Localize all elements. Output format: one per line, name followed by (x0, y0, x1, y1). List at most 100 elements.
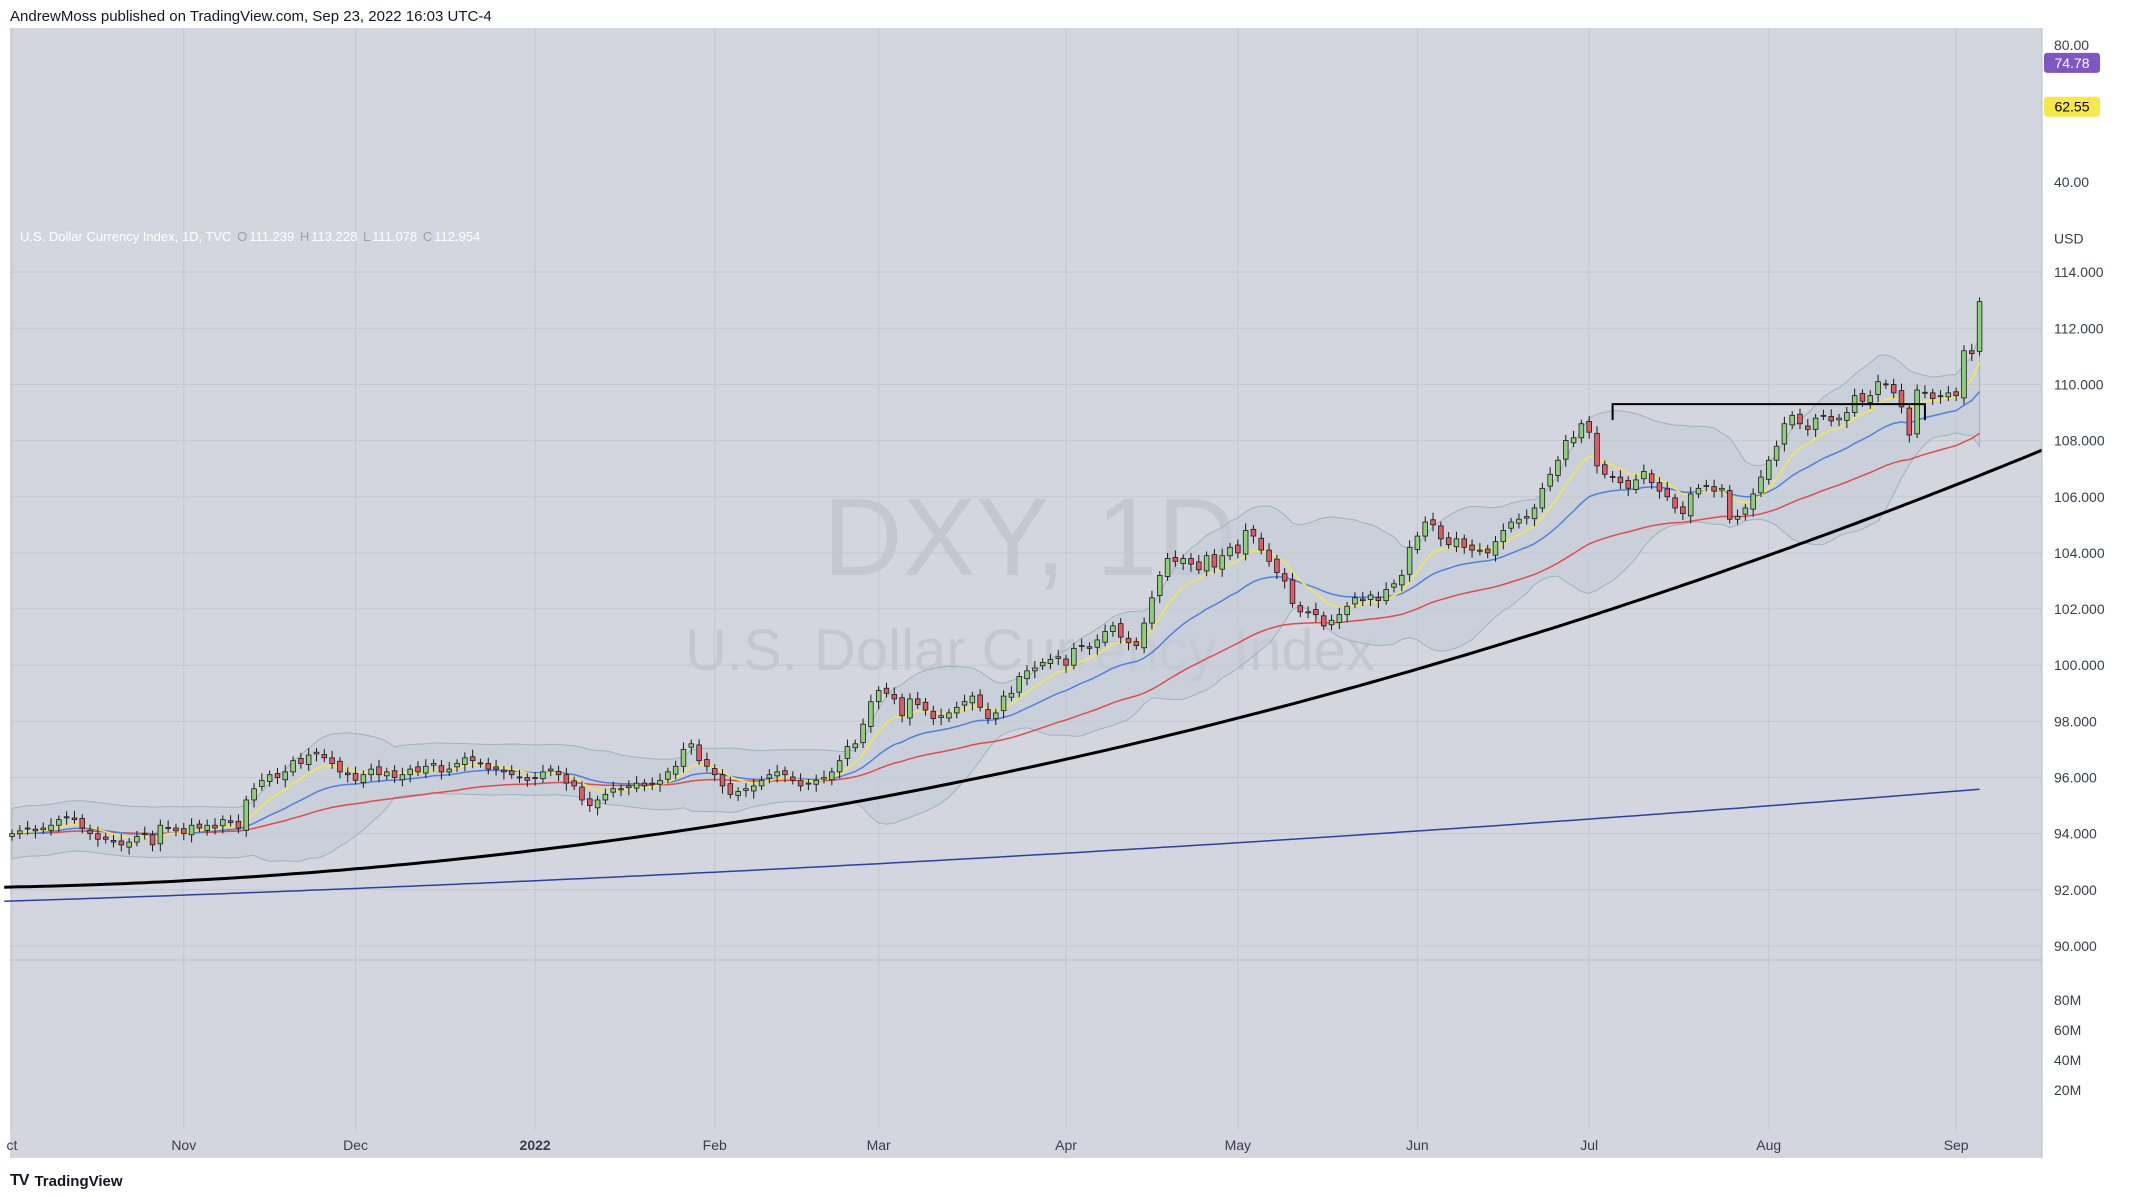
candle (1055, 656, 1061, 659)
candle (1328, 619, 1335, 626)
time-tick-label: Sep (1944, 1137, 1969, 1153)
legend-open-label: O (237, 229, 248, 244)
candle (1196, 561, 1202, 571)
candle (1664, 488, 1671, 498)
candle (1391, 583, 1397, 588)
candle (1414, 535, 1421, 550)
time-tick-label: Feb (703, 1137, 727, 1153)
candle (1352, 597, 1358, 605)
candle (1937, 395, 1944, 398)
candle (1719, 487, 1725, 491)
candle (79, 818, 86, 829)
time-tick-label: May (1225, 1137, 1251, 1153)
candle (430, 763, 437, 766)
rsi-tick-label: 40.00 (2054, 174, 2089, 190)
candle (540, 771, 546, 780)
candle (1539, 487, 1546, 509)
legend-close: 112.954 (434, 229, 481, 244)
candle (1531, 507, 1538, 520)
tradingview-brand[interactable]: TV TradingView (10, 1172, 123, 1190)
ema-50-line (11, 432, 1981, 835)
candle (766, 774, 773, 779)
candle (1438, 525, 1444, 540)
axes: 114.000 112.000 110.000 108.000 106.000 104.0… (7, 28, 2131, 1158)
candle (930, 710, 937, 719)
time-tick-label: Nov (171, 1137, 196, 1153)
candle (1609, 476, 1616, 478)
candle (1672, 497, 1678, 509)
candle (524, 777, 531, 781)
candle (602, 793, 609, 801)
candle (40, 827, 46, 831)
publisher-caption: AndrewMoss published on TradingView.com,… (10, 8, 492, 25)
time-tick-label: 2022 (520, 1137, 551, 1153)
candle (1578, 423, 1585, 439)
time-tick-label: Jun (1406, 1137, 1429, 1153)
candle (1477, 549, 1483, 552)
candle (657, 779, 663, 785)
candle (251, 788, 257, 801)
candle (87, 829, 93, 835)
candle (1383, 589, 1389, 602)
symbol-legend[interactable]: U.S. Dollar Currency Index, 1D, TVC O 111… (20, 229, 482, 244)
candle (532, 777, 538, 779)
candle (1297, 605, 1304, 613)
candle (1141, 622, 1147, 649)
legend-close-label: C (422, 229, 433, 244)
candle (547, 768, 554, 772)
price-tick-label: 100.000 (2054, 657, 2105, 673)
candle (1094, 639, 1101, 648)
candle (227, 820, 234, 823)
candle (1875, 381, 1881, 395)
candle (1742, 507, 1749, 515)
candle (985, 709, 991, 719)
candle (196, 823, 203, 829)
candle (118, 840, 125, 846)
candle (1867, 395, 1874, 403)
candle (352, 773, 359, 781)
price-tick-label: 90.000 (2054, 938, 2097, 954)
candle (938, 715, 944, 718)
candle (1430, 519, 1436, 526)
candle (1797, 413, 1803, 425)
candle (1375, 596, 1382, 602)
candle (891, 694, 898, 700)
candle (1461, 538, 1468, 548)
candle (1071, 647, 1077, 666)
candle (1687, 493, 1694, 517)
rsi-value-badge: 74.78 (2044, 52, 2100, 73)
candle (719, 774, 726, 787)
candle (790, 776, 796, 781)
candle (1758, 476, 1764, 494)
candle (1289, 579, 1296, 604)
volume-tick-label: 20M (2054, 1082, 2081, 1098)
candle (313, 751, 320, 755)
candle (1859, 393, 1866, 402)
candle (95, 833, 101, 840)
candle (649, 782, 655, 785)
candle (141, 833, 148, 836)
candle (1492, 541, 1499, 556)
candle (1211, 554, 1218, 568)
candle (1805, 425, 1811, 430)
candle (1469, 544, 1475, 551)
candle (1617, 476, 1624, 484)
legend-high-label: H (299, 229, 310, 244)
candle (102, 836, 109, 840)
candle (181, 828, 187, 835)
bollinger-band (11, 334, 1981, 863)
candle (1820, 414, 1827, 417)
candle (610, 788, 616, 793)
price-tick-label: 104.000 (2054, 545, 2105, 561)
candle (993, 712, 999, 719)
candle (1703, 485, 1710, 487)
rsi-ma-value-badge-bg (2044, 96, 2100, 117)
candle (1360, 598, 1366, 602)
candle (1032, 667, 1038, 672)
rsi-ma-value-badge: 62.55 (2044, 96, 2100, 117)
candle (368, 768, 374, 776)
candle (680, 749, 687, 767)
candle (1016, 676, 1022, 693)
candle (485, 763, 492, 770)
